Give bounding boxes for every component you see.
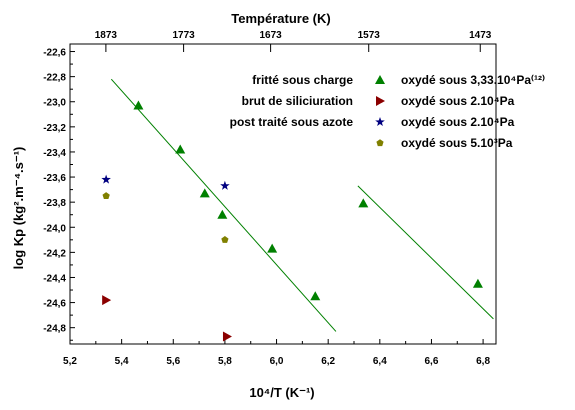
x-axis-title: 10⁴/T (K⁻¹) bbox=[249, 385, 314, 400]
x-tick-label: 6,0 bbox=[270, 356, 284, 367]
y-tick-label: -23,2 bbox=[43, 123, 66, 134]
fit-lines bbox=[110, 78, 494, 332]
x-tick-label: 5,2 bbox=[63, 356, 77, 367]
fit-line bbox=[357, 185, 494, 320]
data-point-pentagon bbox=[221, 236, 229, 243]
data-point-triangle-up bbox=[175, 144, 186, 154]
top-tick-label: 1673 bbox=[259, 30, 282, 41]
legend-series-label: oxydé sous 5.10³Pa bbox=[401, 136, 513, 150]
x-tick-label: 6,6 bbox=[425, 356, 439, 367]
y-tick-label: -23,0 bbox=[43, 98, 66, 109]
data-point-triangle-up bbox=[472, 278, 483, 288]
y-tick-label: -23,8 bbox=[43, 198, 66, 209]
legend-label-left: post traité sous azote bbox=[230, 115, 354, 129]
y-tick-label: -23,6 bbox=[43, 173, 66, 184]
legend-series-label: oxydé sous 2.10⁴Pa bbox=[401, 94, 515, 108]
top-tick-label: 1473 bbox=[469, 30, 492, 41]
legend-series-label: oxydé sous 2.10⁴Pa bbox=[401, 115, 515, 129]
legend-marker-star bbox=[375, 117, 385, 126]
x-tick-label: 5,4 bbox=[115, 356, 129, 367]
legend-marker-triangle-up bbox=[375, 75, 385, 84]
x-tick-label: 6,2 bbox=[321, 356, 335, 367]
y-tick-label: -24,8 bbox=[43, 324, 66, 335]
data-point-star bbox=[101, 174, 111, 184]
data-point-triangle-up bbox=[217, 209, 228, 219]
legend-marker-pentagon bbox=[376, 139, 384, 147]
y-tick-label: -22,6 bbox=[43, 48, 66, 59]
x-tick-label: 6,4 bbox=[373, 356, 387, 367]
data-point-triangle-up bbox=[267, 243, 278, 253]
data-point-triangle-up bbox=[199, 188, 210, 198]
legend-series-label: oxydé sous 3,33.10⁴Pa⁽¹²⁾ bbox=[401, 73, 545, 87]
data-point-star bbox=[220, 180, 230, 190]
x-tick-label: 5,8 bbox=[218, 356, 232, 367]
y-axis-title: log Kp (kg².m⁻⁴.s⁻¹) bbox=[11, 147, 26, 270]
data-point-triangle-right bbox=[222, 331, 232, 342]
data-point-triangle-right bbox=[102, 295, 112, 306]
data-point-pentagon bbox=[102, 192, 110, 199]
y-tick-label: -24,0 bbox=[43, 223, 66, 234]
y-tick-label: -24,6 bbox=[43, 299, 66, 310]
data-point-triangle-up bbox=[358, 198, 369, 208]
data-point-triangle-up bbox=[310, 291, 321, 301]
fit-line bbox=[110, 78, 337, 332]
data-point-triangle-up bbox=[133, 100, 144, 110]
legend-marker-triangle-right bbox=[376, 96, 385, 106]
top-tick-label: 1773 bbox=[172, 30, 195, 41]
top-tick-label: 1873 bbox=[95, 30, 118, 41]
data-points bbox=[101, 100, 483, 342]
legend: fritté sous charge brut de siliciuration p… bbox=[230, 73, 545, 150]
legend-label-left: brut de siliciuration bbox=[242, 94, 353, 108]
top-axis-title: Température (K) bbox=[231, 11, 330, 26]
top-tick-label: 1573 bbox=[358, 30, 381, 41]
y-tick-label: -23,4 bbox=[43, 148, 66, 159]
y-tick-label: -24,2 bbox=[43, 248, 66, 259]
y-tick-label: -22,8 bbox=[43, 73, 66, 84]
x-tick-label: 5,6 bbox=[166, 356, 180, 367]
x-tick-label: 6,8 bbox=[476, 356, 490, 367]
y-tick-label: -24,4 bbox=[43, 273, 66, 284]
plot-frame bbox=[69, 43, 497, 345]
legend-label-left: fritté sous charge bbox=[252, 73, 353, 87]
axes: 5,2 5,4 5,6 5,8 6,0 6,2 6,4 6,6 6,8 -22,6 -22,8 -23… bbox=[43, 30, 497, 367]
